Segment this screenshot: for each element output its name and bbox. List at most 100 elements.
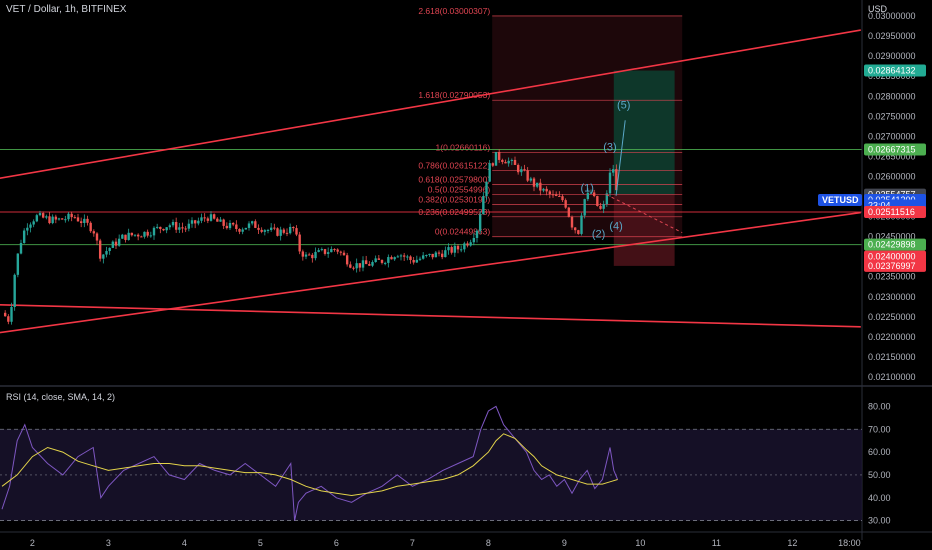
price-tick-label: 0.02300000 — [868, 292, 916, 302]
candle-body — [26, 227, 29, 231]
wave-label: (1) — [580, 183, 593, 195]
time-tick-label: 18:00 — [838, 538, 861, 548]
candle-body — [146, 231, 149, 236]
candle-body — [35, 215, 39, 222]
candle-body — [605, 193, 609, 205]
price-tag — [864, 259, 926, 272]
candle-body — [22, 230, 26, 243]
candle-body — [501, 159, 504, 162]
candle-body — [380, 259, 384, 263]
rsi-tick-label: 70.00 — [868, 424, 891, 434]
candle-body — [95, 233, 99, 241]
candle-body — [10, 307, 13, 322]
candle-body — [67, 213, 70, 220]
symbol-tag-label: VETUSD — [822, 195, 859, 205]
candle-body — [149, 235, 153, 237]
trendline — [0, 304, 861, 328]
time-tick-label: 11 — [712, 538, 721, 548]
candle-body — [513, 159, 517, 165]
trendline — [0, 29, 861, 179]
candle-body — [507, 160, 510, 164]
candle-body — [152, 227, 156, 236]
candle-body — [257, 227, 260, 230]
candle-body — [425, 254, 428, 256]
candle-body — [89, 222, 92, 232]
candle-body — [216, 218, 219, 222]
candle-body — [596, 196, 599, 207]
symbol-tag — [818, 194, 862, 207]
candle-body — [219, 219, 222, 222]
candle-body — [504, 161, 507, 164]
price-tick-label: 0.02450000 — [868, 232, 916, 242]
price-tick-label: 0.02650000 — [868, 151, 916, 161]
candle-body — [570, 216, 574, 228]
candle-body — [539, 182, 542, 191]
candle-body — [70, 213, 73, 218]
candle-body — [178, 227, 181, 230]
candle-body — [399, 255, 403, 257]
candle-body — [567, 207, 571, 217]
candle-body — [114, 241, 118, 246]
candle-body — [387, 257, 390, 263]
price-tag — [864, 250, 926, 263]
candle-body — [130, 232, 134, 236]
price-tag — [864, 238, 926, 251]
candle-body — [580, 215, 583, 234]
rsi-tick-label: 50.00 — [868, 470, 891, 480]
price-tick-label: 0.03000000 — [868, 11, 916, 21]
candle-body — [456, 245, 460, 250]
candle-body — [292, 226, 295, 229]
candle-body — [200, 217, 203, 221]
candle-body — [352, 267, 355, 269]
candle-body — [165, 227, 168, 231]
candle-body — [238, 228, 241, 232]
candle-body — [412, 259, 415, 263]
price-tag-label: 0.02376997 — [868, 261, 916, 271]
candle-body — [19, 242, 23, 254]
candle-body — [548, 191, 552, 195]
candle-body — [105, 251, 108, 255]
rsi-title: RSI (14, close, SMA, 14, 2) — [6, 392, 116, 402]
candle-body — [143, 231, 146, 237]
price-tick-label: 0.02950000 — [868, 31, 916, 41]
fib-level-label: 0.618(0.02579800) — [418, 175, 490, 185]
candle-body — [472, 237, 476, 243]
candle-body — [564, 200, 567, 208]
candle-body — [592, 192, 596, 197]
candle-body — [171, 222, 175, 226]
candle-body — [583, 199, 586, 216]
candle-body — [434, 252, 438, 258]
candle-body — [415, 259, 419, 263]
candle-body — [314, 251, 317, 259]
candle-body — [244, 227, 248, 230]
price-tick-label: 0.02800000 — [868, 91, 916, 101]
candle-body — [51, 216, 54, 224]
price-tag-label: 0.02429898 — [868, 240, 916, 250]
candle-body — [516, 164, 520, 173]
candle-body — [491, 163, 495, 166]
candle-body — [421, 255, 425, 259]
candle-body — [390, 257, 393, 260]
candle-body — [79, 221, 83, 224]
price-tick-label: 0.02150000 — [868, 352, 916, 362]
fib-level-label: 0.5(0.02554996) — [428, 185, 491, 195]
candle-body — [276, 228, 279, 236]
candle-body — [92, 231, 96, 234]
candle-body — [288, 226, 292, 234]
candle-body — [247, 223, 251, 228]
candle-body — [447, 247, 450, 251]
candle-body — [330, 248, 333, 253]
candle-body — [466, 243, 469, 246]
candle-body — [57, 218, 61, 220]
candle-body — [510, 159, 514, 161]
price-tick-label: 0.02600000 — [868, 171, 916, 181]
candle-body — [339, 251, 343, 253]
price-tag-label: 0.02864132 — [868, 66, 916, 76]
candle-body — [13, 274, 16, 308]
candle-body — [523, 169, 526, 171]
candle-body — [551, 194, 555, 196]
candle-body — [279, 229, 282, 236]
candle-body — [102, 254, 105, 259]
candle-body — [371, 262, 374, 266]
